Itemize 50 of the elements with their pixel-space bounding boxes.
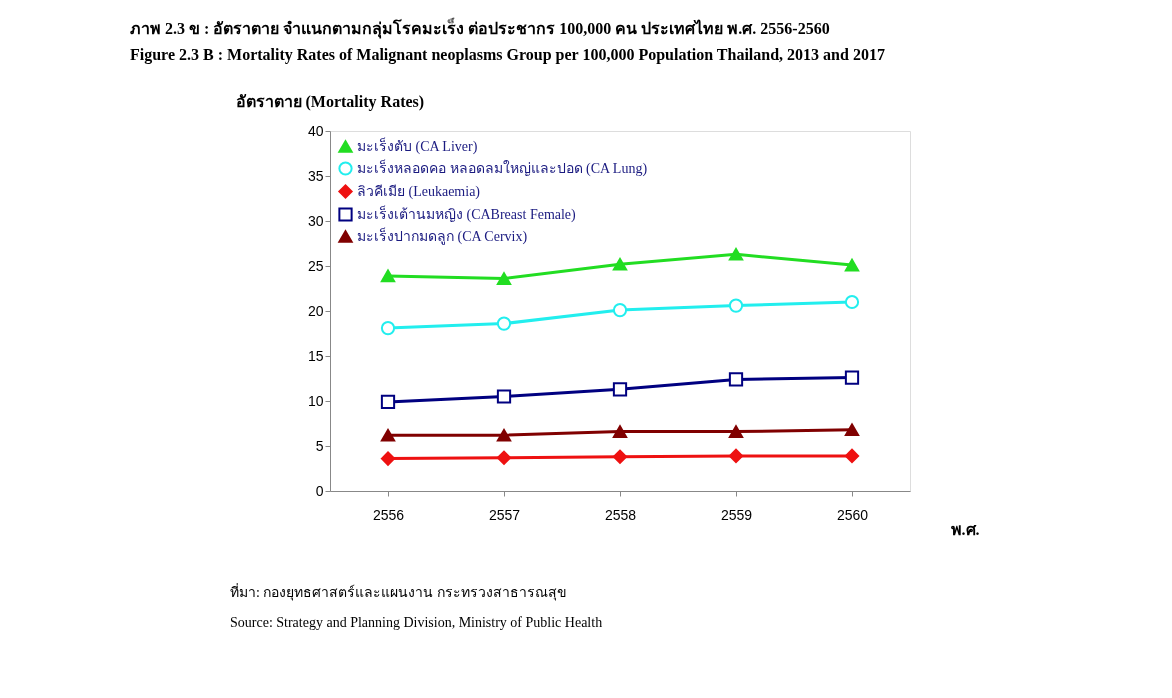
point <box>496 316 512 331</box>
point <box>844 294 860 310</box>
y-tick-label: 40 <box>307 122 324 139</box>
point <box>380 269 396 283</box>
x-tick-label: 2559 <box>720 506 753 523</box>
y-tick-label: 10 <box>307 392 324 409</box>
point <box>728 448 744 464</box>
point <box>612 425 628 438</box>
x-tick-label: 2558 <box>604 506 637 523</box>
point <box>380 428 396 442</box>
y-tick-label: 35 <box>307 167 324 184</box>
point <box>496 272 512 285</box>
y-tick-label: 15 <box>307 347 324 364</box>
point <box>612 257 628 271</box>
legend-label: ลิวคีเมีย (Leukaemia) <box>357 183 481 200</box>
point <box>380 394 396 410</box>
point <box>844 423 860 437</box>
point <box>380 320 396 336</box>
point <box>728 372 744 387</box>
point <box>844 448 860 464</box>
source-note: Source: Strategy and Planning Division, Ministry of Public Health <box>230 615 603 630</box>
x-axis-title: พ.ศ. <box>950 520 980 538</box>
point <box>844 370 860 385</box>
x-tick-label: 2557 <box>488 506 521 523</box>
point <box>728 298 744 313</box>
point <box>496 450 512 465</box>
x-tick-label: 2560 <box>836 506 869 523</box>
legend-label: มะเร็งตับ (CA Liver) <box>357 136 478 155</box>
point <box>728 425 744 438</box>
point <box>612 449 628 464</box>
y-tick-label: 5 <box>315 437 324 454</box>
chart-title: ภาพ 2.3 ข : อัตราตาย จำแนกตามกลุ่มโรคมะเร็ง ต่อประชากร 100,000 คน ประเทศไทย พ.ศ. 2556-2560 <box>130 16 830 39</box>
y-tick-label: 30 <box>307 212 324 229</box>
legend-label: มะเร็งเต้านมหญิง (CABreast Female) <box>357 204 577 223</box>
point <box>380 451 396 466</box>
point <box>496 428 512 442</box>
chart-subtitle: Figure 2.3 B : Mortality Rates of Malignant neoplasms Group per 100,000 Population Thailand, 2013 and 2017 <box>130 45 885 64</box>
legend-label: มะเร็งหลอดคอ หลอดลมใหญ่และปอด (CA Lung) <box>357 158 648 177</box>
y-tick-label: 0 <box>315 482 324 499</box>
x-tick-label: 2556 <box>372 506 405 523</box>
y-tick-label: 25 <box>307 257 324 274</box>
point <box>728 248 744 261</box>
point <box>496 389 512 404</box>
point <box>844 258 860 272</box>
point <box>612 382 628 397</box>
y-tick-label: 20 <box>307 302 324 319</box>
y-axis-title: อัตราตาย (Mortality Rates) <box>235 92 425 111</box>
point <box>612 302 628 318</box>
legend-label: มะเร็งปากมดลูก (CA Cervix) <box>357 226 528 245</box>
text: ที่มา: กองยุทธศาสตร์และแผนงาน กระทรวงสาธารณสุข <box>230 583 567 601</box>
